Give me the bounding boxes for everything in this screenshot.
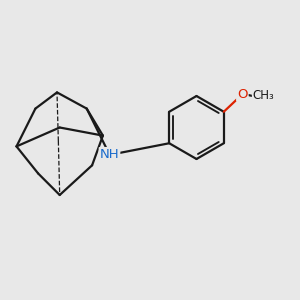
Text: O: O [237,88,247,100]
Text: CH₃: CH₃ [253,89,274,102]
Text: NH: NH [100,148,119,161]
